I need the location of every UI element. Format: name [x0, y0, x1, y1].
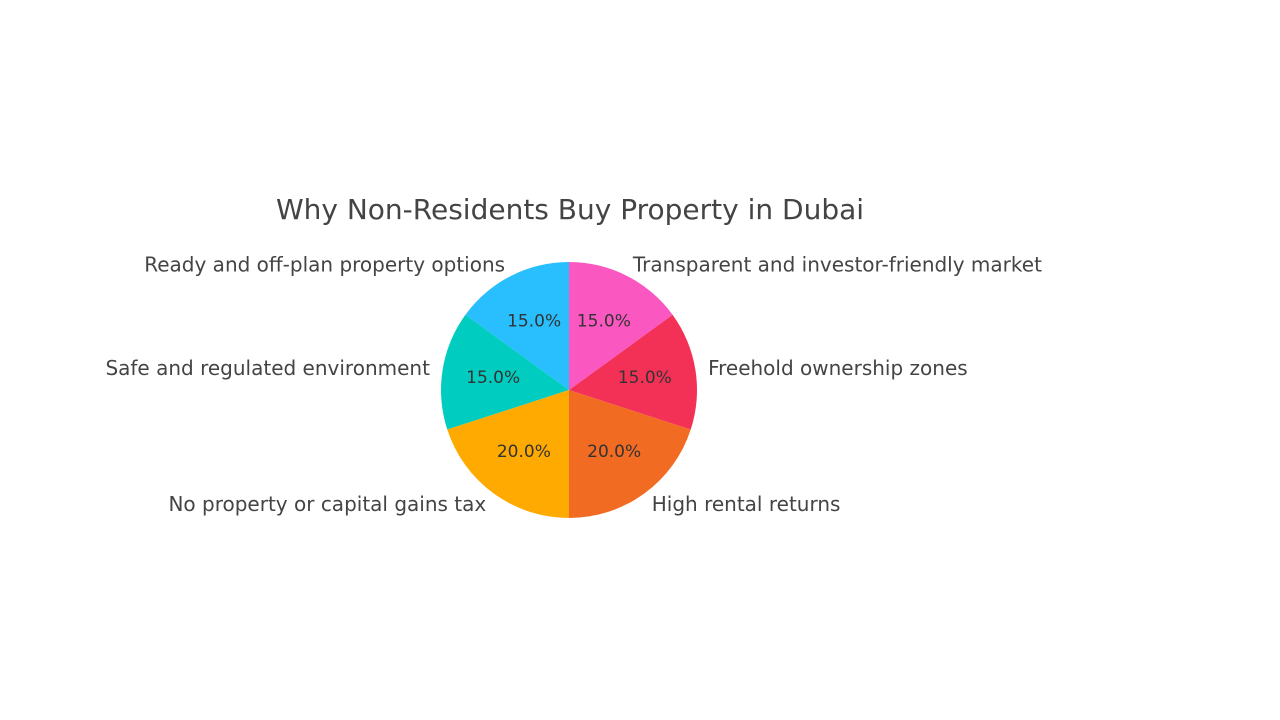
- pie-slice-transparent-and-investor-friendly-market: [569, 262, 673, 390]
- percent-labels: 15.0% 15.0% 20.0% 20.0% 15.0% 15.0%: [466, 312, 672, 463]
- category-label-freehold-ownership-zones: Freehold ownership zones: [708, 356, 968, 380]
- chart-title: Why Non-Residents Buy Property in Dubai: [276, 193, 864, 226]
- percent-label-ready-and-off-plan-property-options: 15.0%: [507, 312, 561, 332]
- percent-label-high-rental-returns: 20.0%: [587, 442, 641, 462]
- percent-label-transparent-and-investor-friendly-market: 15.0%: [577, 312, 631, 332]
- pie-slice-no-property-or-capital-gains-tax: [447, 390, 569, 518]
- percent-label-no-property-or-capital-gains-tax: 20.0%: [497, 442, 551, 462]
- category-labels: Ready and off-plan property options Safe …: [105, 253, 1042, 516]
- pie-slice-freehold-ownership-zones: [569, 314, 698, 430]
- pie-slice-high-rental-returns: [569, 390, 691, 518]
- category-label-high-rental-returns: High rental returns: [652, 492, 841, 516]
- percent-label-freehold-ownership-zones: 15.0%: [618, 368, 672, 388]
- pie-slices: [440, 262, 698, 518]
- pie-slice-ready-and-off-plan-property-options: [465, 262, 569, 390]
- category-label-ready-and-off-plan-property-options: Ready and off-plan property options: [144, 253, 505, 277]
- category-label-safe-and-regulated-environment: Safe and regulated environment: [105, 356, 430, 380]
- category-label-no-property-or-capital-gains-tax: No property or capital gains tax: [168, 492, 486, 516]
- percent-label-safe-and-regulated-environment: 15.0%: [466, 368, 520, 388]
- pie-slice-safe-and-regulated-environment: [440, 314, 569, 430]
- category-label-transparent-and-investor-friendly-market: Transparent and investor-friendly market: [632, 253, 1042, 277]
